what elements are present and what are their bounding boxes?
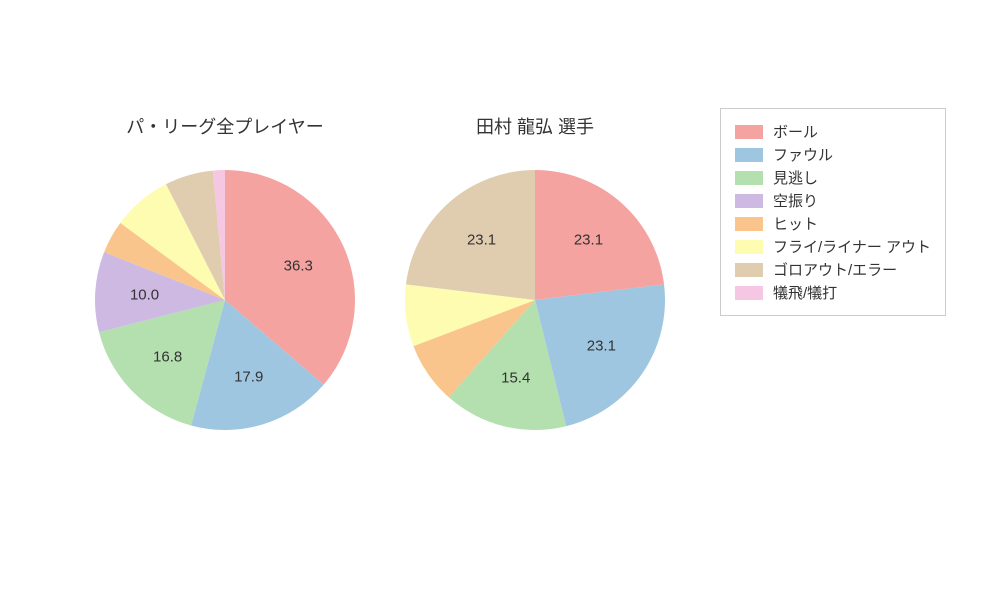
pie-slice-label: 36.3 bbox=[284, 258, 313, 275]
chart-title-left: パ・リーグ全プレイヤー bbox=[126, 113, 323, 139]
legend-item: ヒット bbox=[735, 213, 931, 234]
pie-slice-label: 23.1 bbox=[587, 337, 616, 354]
legend-label: ボール bbox=[773, 121, 818, 142]
legend-item: ボール bbox=[735, 121, 931, 142]
legend-swatch bbox=[735, 263, 763, 277]
pie-slice-label: 15.4 bbox=[501, 370, 530, 387]
legend-swatch bbox=[735, 240, 763, 254]
pie-slice-label: 10.0 bbox=[130, 286, 159, 303]
legend-label: ゴロアウト/エラー bbox=[773, 259, 897, 280]
legend-item: 犠飛/犠打 bbox=[735, 282, 931, 303]
pie-slice-label: 16.8 bbox=[153, 348, 182, 365]
legend-swatch bbox=[735, 171, 763, 185]
legend-item: 空振り bbox=[735, 190, 931, 211]
legend-item: 見逃し bbox=[735, 167, 931, 188]
chart-container: パ・リーグ全プレイヤー 田村 龍弘 選手 36.3 17.9 16.8 10.0 23… bbox=[0, 0, 1000, 600]
legend-swatch bbox=[735, 125, 763, 139]
pie-chart-right: 23.1 23.1 15.4 23.1 bbox=[405, 170, 665, 430]
legend-label: 見逃し bbox=[773, 167, 818, 188]
legend-item: ゴロアウト/エラー bbox=[735, 259, 931, 280]
legend: ボールファウル見逃し空振りヒットフライ/ライナー アウトゴロアウト/エラー犠飛/… bbox=[720, 108, 946, 316]
pie-slice-label: 23.1 bbox=[574, 231, 603, 248]
chart-title-right: 田村 龍弘 選手 bbox=[476, 113, 594, 139]
legend-label: ファウル bbox=[773, 144, 833, 165]
pie-chart-left: 36.3 17.9 16.8 10.0 bbox=[95, 170, 355, 430]
pie-slice-label: 17.9 bbox=[234, 369, 263, 386]
legend-swatch bbox=[735, 286, 763, 300]
legend-label: ヒット bbox=[773, 213, 818, 234]
legend-label: フライ/ライナー アウト bbox=[773, 236, 931, 257]
legend-swatch bbox=[735, 148, 763, 162]
legend-item: ファウル bbox=[735, 144, 931, 165]
legend-item: フライ/ライナー アウト bbox=[735, 236, 931, 257]
legend-swatch bbox=[735, 217, 763, 231]
legend-label: 空振り bbox=[773, 190, 818, 211]
legend-swatch bbox=[735, 194, 763, 208]
pie-svg bbox=[405, 170, 665, 430]
legend-label: 犠飛/犠打 bbox=[773, 282, 837, 303]
pie-slice-label: 23.1 bbox=[467, 231, 496, 248]
